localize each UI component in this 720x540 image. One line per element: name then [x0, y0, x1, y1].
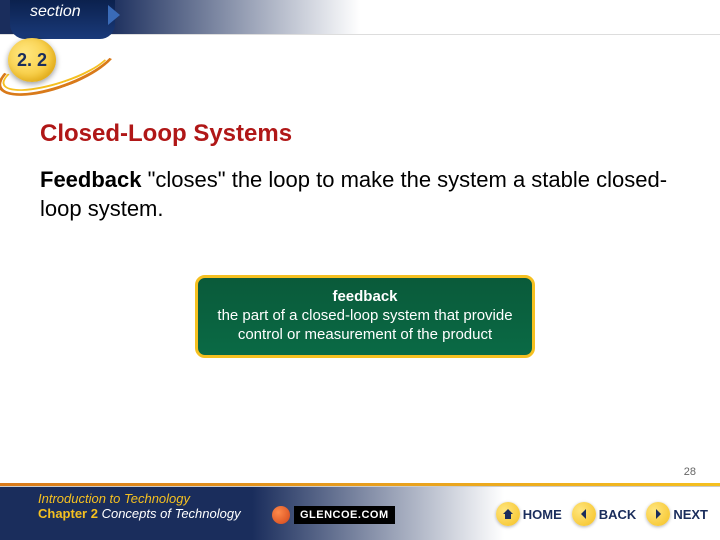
chapter-name: Concepts of Technology — [98, 506, 241, 521]
chapter-label: Chapter 2 — [38, 506, 98, 521]
slide-heading: Closed-Loop Systems — [40, 120, 680, 148]
back-button[interactable]: BACK — [572, 502, 637, 526]
book-title: Introduction to Technology — [38, 491, 241, 507]
section-number-circle: 2. 2 — [8, 38, 56, 82]
glencoe-logo[interactable]: GLENCOE.COM — [272, 506, 395, 524]
footer: Introduction to Technology Chapter 2 Con… — [0, 486, 720, 540]
section-number: 2. 2 — [17, 50, 47, 71]
chapter-line: Chapter 2 Concepts of Technology — [38, 506, 241, 522]
back-label: BACK — [599, 507, 637, 522]
body-lead-term: Feedback — [40, 167, 142, 192]
footer-titles: Introduction to Technology Chapter 2 Con… — [38, 491, 241, 522]
nav-buttons: HOME BACK NEXT — [496, 502, 708, 526]
back-icon — [572, 502, 596, 526]
next-button[interactable]: NEXT — [646, 502, 708, 526]
definition-box: feedback the part of a closed-loop syste… — [195, 275, 535, 358]
home-icon — [496, 502, 520, 526]
home-label: HOME — [523, 507, 562, 522]
page-number: 28 — [684, 466, 696, 478]
definition-term: feedback — [212, 288, 518, 305]
glencoe-text: GLENCOE.COM — [294, 506, 395, 524]
body-text: Feedback "closes" the loop to make the s… — [40, 166, 680, 223]
arrow-icon — [108, 5, 120, 25]
home-button[interactable]: HOME — [496, 502, 562, 526]
next-label: NEXT — [673, 507, 708, 522]
content-area: Closed-Loop Systems Feedback "closes" th… — [40, 120, 680, 223]
definition-text: the part of a closed-loop system that pr… — [212, 307, 518, 345]
section-label: section — [30, 3, 81, 21]
glencoe-icon — [272, 506, 290, 524]
next-icon — [646, 502, 670, 526]
